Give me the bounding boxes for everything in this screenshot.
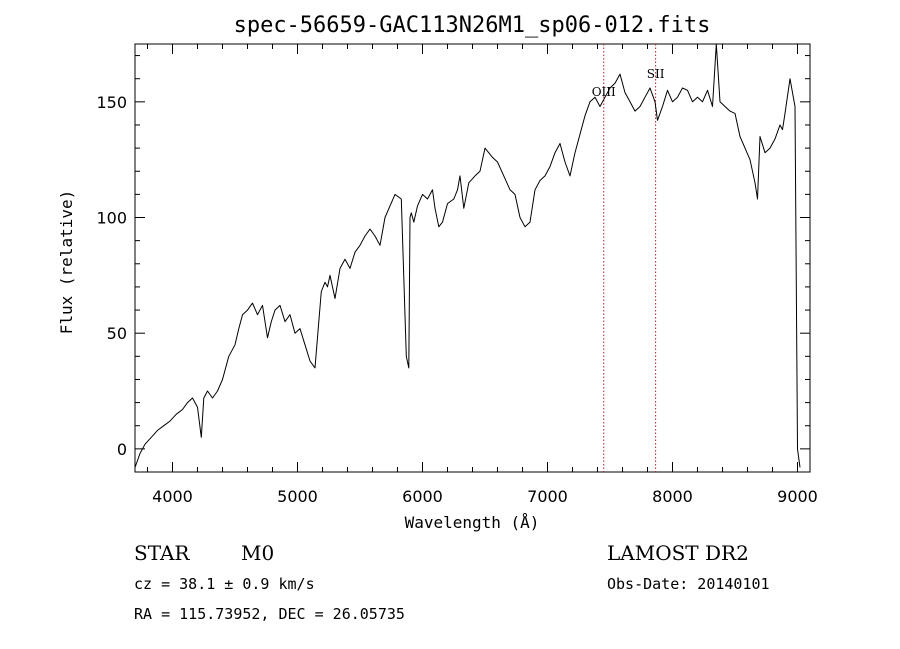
x-tick-label: 8000 xyxy=(652,487,693,506)
redshift-label: cz = 38.1 ± 0.9 km/s xyxy=(134,575,315,593)
coordinates-label: RA = 115.73952, DEC = 26.05735 xyxy=(134,605,405,623)
y-axis-label: Flux (relative) xyxy=(57,190,76,335)
star-class-label: STAR xyxy=(134,541,190,565)
obs-date-label: Obs-Date: 20140101 xyxy=(607,575,770,593)
x-tick-label: 6000 xyxy=(402,487,443,506)
x-tick-label: 5000 xyxy=(277,487,318,506)
x-axis-label: Wavelength (Å) xyxy=(405,513,540,532)
plot-frame xyxy=(134,43,811,473)
spectrum-line xyxy=(134,43,801,468)
x-tick-label: 7000 xyxy=(527,487,568,506)
survey-label: LAMOST DR2 xyxy=(607,541,749,565)
series-group xyxy=(134,43,801,468)
y-tick-label: 100 xyxy=(96,209,127,228)
y-tick-label: 150 xyxy=(96,93,127,112)
star-subclass-label: M0 xyxy=(241,541,274,565)
chart-title: spec-56659-GAC113N26M1_sp06-012.fits xyxy=(234,13,711,38)
x-tick-label: 4000 xyxy=(152,487,193,506)
reference-line-label: SII xyxy=(647,67,665,81)
y-tick-label: 50 xyxy=(107,324,127,343)
x-tick-label: 9000 xyxy=(777,487,818,506)
y-tick-label: 0 xyxy=(117,440,127,459)
axes: 4000 5000 6000 7000 8000 9000 0 50 100 150 xyxy=(96,43,818,506)
